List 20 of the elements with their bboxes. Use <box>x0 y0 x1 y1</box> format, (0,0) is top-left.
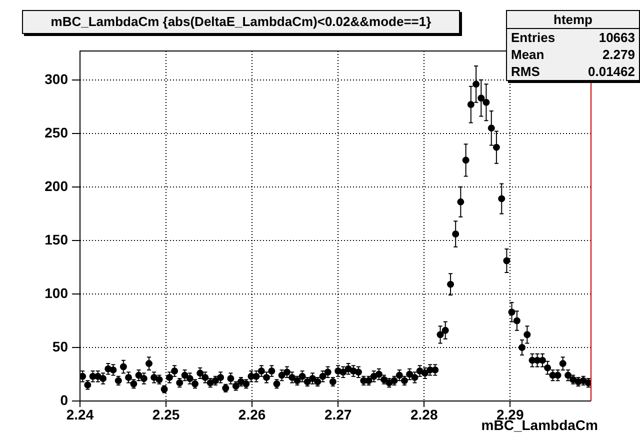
x-tick-label: 2.28 <box>410 406 438 422</box>
annotation: RMS <box>511 63 540 80</box>
y-tick-label: 50 <box>52 338 68 354</box>
annotation: Mean <box>511 46 544 63</box>
text: htemp <box>507 11 639 29</box>
text: 2.279 <box>602 46 635 63</box>
chart-title: mBC_LambdaCm {abs(DeltaE_LambdaCm)<0.02&&mode==1} <box>22 10 460 34</box>
y-tick-label: 0 <box>60 392 68 408</box>
text: 10663 <box>598 29 635 46</box>
x-tick-label: 2.27 <box>324 406 352 422</box>
x-tick-label: 2.24 <box>66 406 94 422</box>
y-tick-label: 200 <box>44 178 68 194</box>
annotation: 0.01462 <box>588 63 635 80</box>
y-tick-label: 150 <box>44 231 68 248</box>
y-tick-label: 100 <box>44 284 68 301</box>
y-tick-label: 300 <box>44 70 68 87</box>
text: Entries <box>511 29 556 46</box>
y-tick-label: 250 <box>44 124 68 140</box>
x-tick-label: 2.25 <box>152 406 180 422</box>
x-tick-label: 2.26 <box>238 406 266 422</box>
